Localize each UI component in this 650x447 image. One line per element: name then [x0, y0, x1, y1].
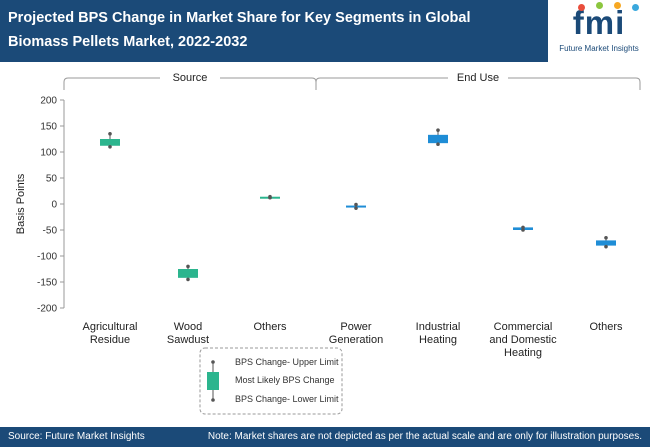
y-tick-label: 50 [46, 174, 58, 185]
logo-text: Future Market Insights [559, 44, 639, 53]
legend-upper-dot [211, 360, 215, 364]
logo-dot-green [596, 2, 603, 9]
upper-limit-dot [436, 128, 440, 132]
group-label-bg [160, 69, 220, 83]
category-label: Commercial and Domestic Heating [489, 321, 557, 359]
lower-limit-dot [186, 277, 190, 282]
upper-limit-dot [186, 264, 190, 269]
legend-lower-dot [211, 398, 215, 402]
box-bar [100, 139, 120, 146]
footer-bar: Source: Future Market Insights Note: Mar… [0, 427, 650, 447]
group-label-bg [448, 69, 508, 83]
chart-title: Projected BPS Change in Market Share for… [8, 10, 471, 50]
category-label: Power Generation [329, 321, 383, 346]
logo-dot-blue [632, 4, 639, 11]
box-item [178, 264, 198, 282]
group-label: Source [173, 72, 208, 84]
legend-box-swatch [207, 372, 219, 390]
category-label: Wood Sawdust [167, 321, 209, 346]
y-tick-label: -50 [43, 226, 58, 237]
y-axis-title: Basis Points [15, 173, 27, 234]
y-tick-label: -100 [37, 252, 57, 263]
box-item [513, 225, 533, 232]
box-bar [178, 269, 198, 278]
box-bar [596, 240, 616, 246]
box-item [428, 128, 448, 146]
category-label: Industrial Heating [416, 321, 461, 346]
box-item [596, 236, 616, 249]
y-tick-label: -200 [37, 304, 57, 315]
y-tick-label: 0 [51, 200, 57, 211]
y-tick-label: -150 [37, 278, 57, 289]
box-item [100, 132, 120, 149]
source-text: Source: Future Market Insights [8, 431, 145, 442]
lower-limit-dot [436, 142, 440, 146]
header-banner: Projected BPS Change in Market Share for… [0, 0, 650, 62]
fmi-logo: fmi [572, 4, 626, 41]
upper-limit-dot [108, 132, 112, 136]
lower-limit-dot [521, 228, 525, 232]
upper-limit-dot [521, 225, 525, 230]
category-label: Others [253, 321, 287, 333]
box-plot-chart: Source End Use 200 150 100 50 0 -50 -100 -150 -20… [15, 69, 641, 415]
y-tick-label: 150 [40, 122, 57, 133]
category-label: Others [589, 321, 623, 333]
logo-dot-red [578, 4, 585, 11]
box-item [260, 194, 280, 200]
note-text: Note: Market shares are not depicted as … [207, 431, 642, 442]
legend-box [199, 347, 343, 415]
box-item [346, 202, 366, 210]
legend-entry: BPS Change- Lower Limit [235, 394, 339, 404]
upper-limit-dot [604, 236, 608, 240]
legend-entry: BPS Change- Upper Limit [235, 357, 339, 367]
lower-limit-dot [108, 145, 112, 149]
y-tick-label: 200 [40, 96, 57, 107]
upper-limit-dot [354, 202, 358, 207]
group-label: End Use [457, 72, 499, 84]
lower-limit-dot [268, 195, 272, 200]
box-bar [428, 134, 448, 144]
legend-entry: Most Likely BPS Change [235, 375, 335, 385]
logo-dot-orange [614, 2, 621, 9]
y-tick-label: 100 [40, 148, 57, 159]
category-label: Agricultural Residue [82, 321, 137, 346]
lower-limit-dot [604, 244, 608, 249]
lower-limit-dot [354, 206, 358, 210]
